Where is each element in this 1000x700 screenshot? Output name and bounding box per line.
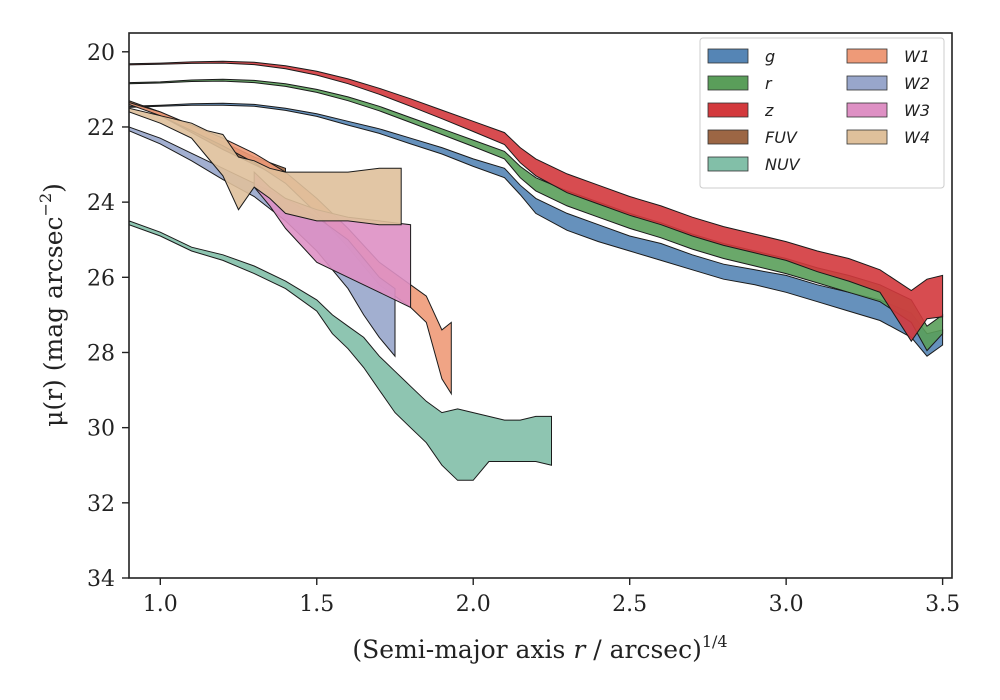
legend-label-nuv: NUV xyxy=(765,155,801,174)
y-axis-ticks: 20 22 24 26 28 30 32 34 xyxy=(87,41,129,592)
legend-label-w2: W2 xyxy=(904,74,930,93)
y-axis-title: μ(r) (mag arcsec−2) xyxy=(36,183,68,427)
y-tick-label: 24 xyxy=(87,191,115,216)
profile-bands xyxy=(129,60,944,481)
y-tick-label: 22 xyxy=(87,116,115,141)
legend-label-fuv: FUV xyxy=(765,128,798,147)
y-tick-label: 34 xyxy=(87,567,115,592)
y-tick-label: 20 xyxy=(87,41,115,66)
legend-swatch-fuv xyxy=(707,129,749,145)
legend-swatch-r xyxy=(707,75,749,91)
band-w4 xyxy=(129,107,402,226)
band-g xyxy=(129,102,944,357)
legend-swatch-nuv xyxy=(707,156,749,172)
y-tick-label: 30 xyxy=(87,417,115,442)
legend-label-z: z xyxy=(764,101,774,120)
x-tick-label: 2.0 xyxy=(456,592,491,617)
legend-swatch-w3 xyxy=(846,102,888,118)
band-r xyxy=(129,78,944,352)
x-tick-label: 3.5 xyxy=(925,592,960,617)
band-nuv xyxy=(129,220,552,481)
legend-box xyxy=(699,37,945,189)
band-z xyxy=(129,60,944,343)
legend-label-w4: W4 xyxy=(904,128,930,147)
plot-frame xyxy=(128,32,953,579)
legend-swatch-w2 xyxy=(846,75,888,91)
legend: grz FUV NUV W1 W2 W3 W4 xyxy=(699,37,945,189)
legend-label-w1: W1 xyxy=(904,47,930,66)
x-tick-label: 3.0 xyxy=(769,592,804,617)
x-tick-label: 2.5 xyxy=(612,592,647,617)
y-tick-label: 32 xyxy=(87,492,115,517)
legend-label-g: g xyxy=(765,47,775,66)
y-tick-label: 28 xyxy=(87,341,115,366)
legend-swatch-w1 xyxy=(846,48,888,64)
legend-label-r: r xyxy=(765,74,773,93)
legend-swatch-w4 xyxy=(846,129,888,145)
legend-swatch-g xyxy=(707,48,749,64)
y-tick-label: 26 xyxy=(87,266,115,291)
x-axis-title: (Semi-major axis r / arcsec)1/4 xyxy=(352,632,727,664)
legend-swatch-z xyxy=(707,102,749,118)
legend-label-w3: W3 xyxy=(904,101,930,120)
x-axis-ticks: 1.0 1.5 2.0 2.5 3.0 3.5 xyxy=(143,578,960,617)
x-tick-label: 1.0 xyxy=(143,592,178,617)
x-tick-label: 1.5 xyxy=(299,592,334,617)
